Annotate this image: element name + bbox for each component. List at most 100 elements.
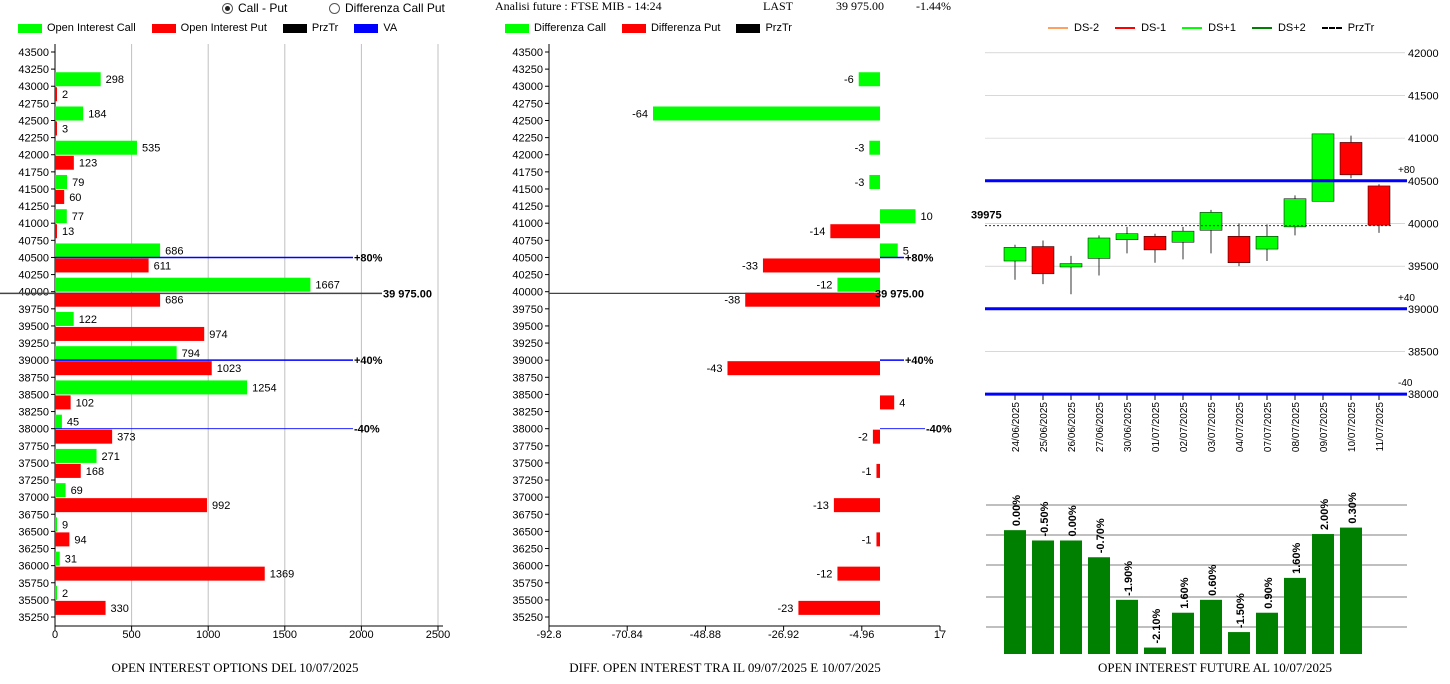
radio-selected-icon: [222, 2, 233, 14]
y-tick-label: 41750: [512, 167, 543, 179]
put-bar: [55, 600, 106, 615]
diff-call-bar: [653, 106, 880, 121]
future-bar-label: 1.60%: [1291, 542, 1303, 573]
call-bar: [55, 106, 84, 121]
y-tick-label: 35750: [18, 578, 49, 590]
put-bar: [55, 326, 205, 341]
put-bar-label: 1369: [270, 569, 294, 581]
call-bar-label: 271: [102, 451, 120, 463]
call-bar-label: 31: [65, 554, 77, 566]
y-tick-label: 38250: [512, 407, 543, 419]
diff-put-label: -1: [862, 466, 872, 478]
x-tick-label: -26.92: [768, 629, 799, 641]
call-bar: [55, 517, 57, 532]
call-bar-label: 535: [142, 143, 160, 155]
y-tick-label: 42000: [512, 150, 543, 162]
candle-down: [1031, 246, 1055, 275]
y-tick-label: 40000: [512, 287, 543, 299]
put-bar-label: 123: [79, 158, 97, 170]
call-bar-label: 9: [62, 519, 68, 531]
call-bar-label: 2: [62, 588, 68, 600]
y-tick-label: 42750: [512, 98, 543, 110]
diff-put-bar: [727, 361, 880, 376]
radio-differenza-label: Differenza Call Put: [345, 1, 445, 15]
y-tick-label: 37500: [512, 458, 543, 470]
call-bar: [55, 483, 66, 498]
call-bar: [55, 585, 57, 600]
future-bar: [1032, 540, 1054, 654]
put-bar-label: 60: [69, 192, 81, 204]
candle-down: [1339, 142, 1363, 176]
call-bar-label: 794: [182, 348, 200, 360]
put-bar-label: 974: [209, 329, 227, 341]
y-tick-label: 36500: [512, 526, 543, 538]
put-bar-label: 13: [62, 226, 74, 238]
call-bar: [55, 551, 60, 566]
call-bar-label: 1254: [252, 382, 276, 394]
call-bar: [55, 243, 161, 258]
radio-call-put[interactable]: Call - Put: [222, 1, 287, 15]
diff-put-bar: [876, 532, 880, 547]
call-bar: [55, 414, 62, 429]
legend-item-ds-1: DS-1: [1115, 22, 1166, 34]
y-tick-label: 36750: [18, 509, 49, 521]
call-bar-label: 184: [88, 108, 106, 120]
y-tick-label: 35750: [512, 578, 543, 590]
candle-up: [1311, 133, 1335, 202]
x-tick-label: 11/07/2025: [1375, 402, 1386, 452]
diff-put-bar: [798, 600, 880, 615]
legend-item-diff-call: Differenza Call: [505, 22, 606, 34]
x-tick-label: 10/07/2025: [1347, 402, 1358, 452]
diff-call-label: 10: [920, 211, 932, 223]
future-bar-label: 0.00%: [1067, 505, 1079, 536]
future-bar: [1060, 540, 1082, 654]
y-tick-label: 42250: [18, 133, 49, 145]
y-tick-label: 36000: [18, 561, 49, 573]
y-tick-label: 36000: [512, 561, 543, 573]
future-bar-label: 2.00%: [1319, 499, 1331, 530]
y-tick-label: 36750: [512, 509, 543, 521]
y-tick-label: 40750: [512, 235, 543, 247]
x-tick-label: 1000: [196, 629, 220, 641]
put-bar-label: 611: [154, 260, 172, 272]
diff-call-label: -12: [817, 280, 833, 292]
y-tick-label: 38000: [512, 424, 543, 436]
future-bar-label: -1.90%: [1123, 561, 1135, 596]
y-tick-label: 36250: [512, 544, 543, 556]
radio-unselected-icon: [329, 2, 340, 14]
legend-chart2: Differenza Call Differenza Put PrzTr: [505, 22, 808, 34]
x-tick-label: 0: [52, 629, 58, 641]
radio-differenza[interactable]: Differenza Call Put: [329, 1, 445, 15]
future-bar: [1144, 647, 1166, 654]
y-tick-label: 42750: [18, 98, 49, 110]
y-tick-label: 38000: [18, 424, 49, 436]
future-bar: [1172, 612, 1194, 654]
level-label: 39 975.00: [383, 288, 432, 300]
y-tick-label: 37250: [18, 475, 49, 487]
diff-call-bar: [880, 243, 898, 258]
y-tick-label: 43250: [18, 64, 49, 76]
candle-up: [1059, 263, 1083, 268]
x-tick-label: -92.8: [536, 629, 561, 641]
x-tick-label: -70.84: [612, 629, 643, 641]
diff-put-bar: [762, 258, 880, 273]
legend-item-oi-put: Open Interest Put: [151, 22, 267, 34]
diff-put-label: -12: [817, 569, 833, 581]
y-tick-label: 35250: [18, 612, 49, 624]
level-label: +80%: [354, 252, 383, 264]
future-bar-label: 0.60%: [1207, 564, 1219, 595]
future-bar-label: -2.10%: [1151, 608, 1163, 643]
call-bar-label: 686: [165, 245, 183, 257]
y-tick-label: 35500: [18, 595, 49, 607]
diff-put-label: -38: [724, 295, 740, 307]
y-tick-label: 39000: [18, 355, 49, 367]
candle-up: [1115, 233, 1139, 240]
y-tick-label: 38500: [18, 389, 49, 401]
analysis-title: Analisi future : FTSE MIB - 14:24: [495, 0, 662, 13]
put-bar: [55, 429, 113, 444]
candle-up: [1283, 198, 1307, 228]
y-tick-label: 38000: [1408, 389, 1439, 401]
put-bar: [55, 87, 57, 102]
x-tick-label: 26/06/2025: [1067, 402, 1078, 452]
